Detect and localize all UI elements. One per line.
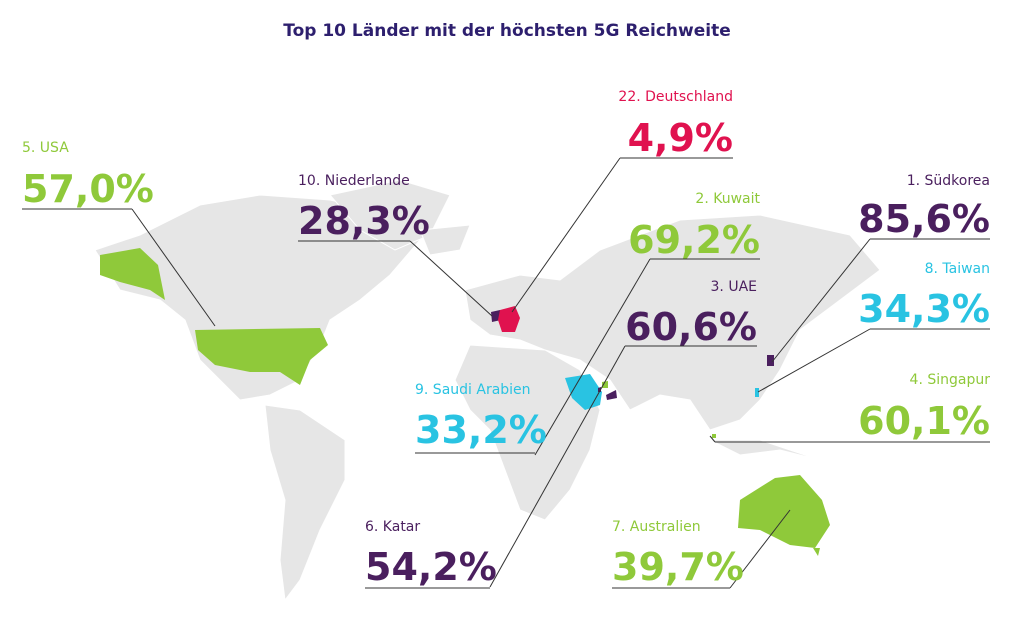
- country-shape: [606, 390, 617, 400]
- country-value: 69,2%: [628, 218, 760, 262]
- leader-line: [131, 208, 216, 327]
- leader-line: [489, 345, 626, 588]
- country-shape: [498, 306, 520, 332]
- country-shape: [767, 355, 774, 366]
- country-label: 2. Kuwait: [695, 191, 760, 207]
- country-value: 4,9%: [628, 116, 733, 160]
- country-value: 39,7%: [612, 545, 744, 589]
- leader-line: [771, 238, 871, 363]
- country-label: 3. UAE: [711, 279, 757, 295]
- world-map: [94, 179, 881, 602]
- country-label: 5. USA: [22, 140, 69, 156]
- country-shape: [602, 381, 608, 388]
- country-value: 60,6%: [625, 305, 757, 349]
- country-shape: [755, 388, 759, 397]
- country-shape: [100, 248, 328, 385]
- country-value: 34,3%: [858, 287, 990, 331]
- country-shape: [738, 475, 830, 556]
- country-shape: [565, 374, 602, 410]
- country-value: 28,3%: [298, 199, 430, 243]
- leader-line: [409, 240, 493, 317]
- country-label: 8. Taiwan: [925, 261, 990, 277]
- country-label: 9. Saudi Arabien: [415, 382, 531, 398]
- country-value: 33,2%: [415, 408, 547, 452]
- country-label: 10. Niederlande: [298, 173, 410, 189]
- leader-line: [534, 258, 651, 456]
- country-value: 85,6%: [858, 197, 990, 241]
- chart-title: Top 10 Länder mit der höchsten 5G Reichw…: [283, 21, 730, 41]
- country-value: 54,2%: [365, 545, 497, 589]
- leader-line: [757, 328, 871, 393]
- leader-line: [511, 157, 621, 313]
- country-label: 22. Deutschland: [618, 89, 733, 105]
- country-value: 57,0%: [22, 167, 154, 211]
- country-label: 6. Katar: [365, 519, 420, 535]
- country-value: 60,1%: [858, 399, 990, 443]
- country-shape: [712, 434, 716, 438]
- country-label: 1. Südkorea: [907, 173, 990, 189]
- leader-line: [709, 435, 716, 443]
- country-label: 7. Australien: [612, 519, 701, 535]
- leader-line: [729, 509, 791, 589]
- country-label: 4. Singapur: [910, 372, 991, 388]
